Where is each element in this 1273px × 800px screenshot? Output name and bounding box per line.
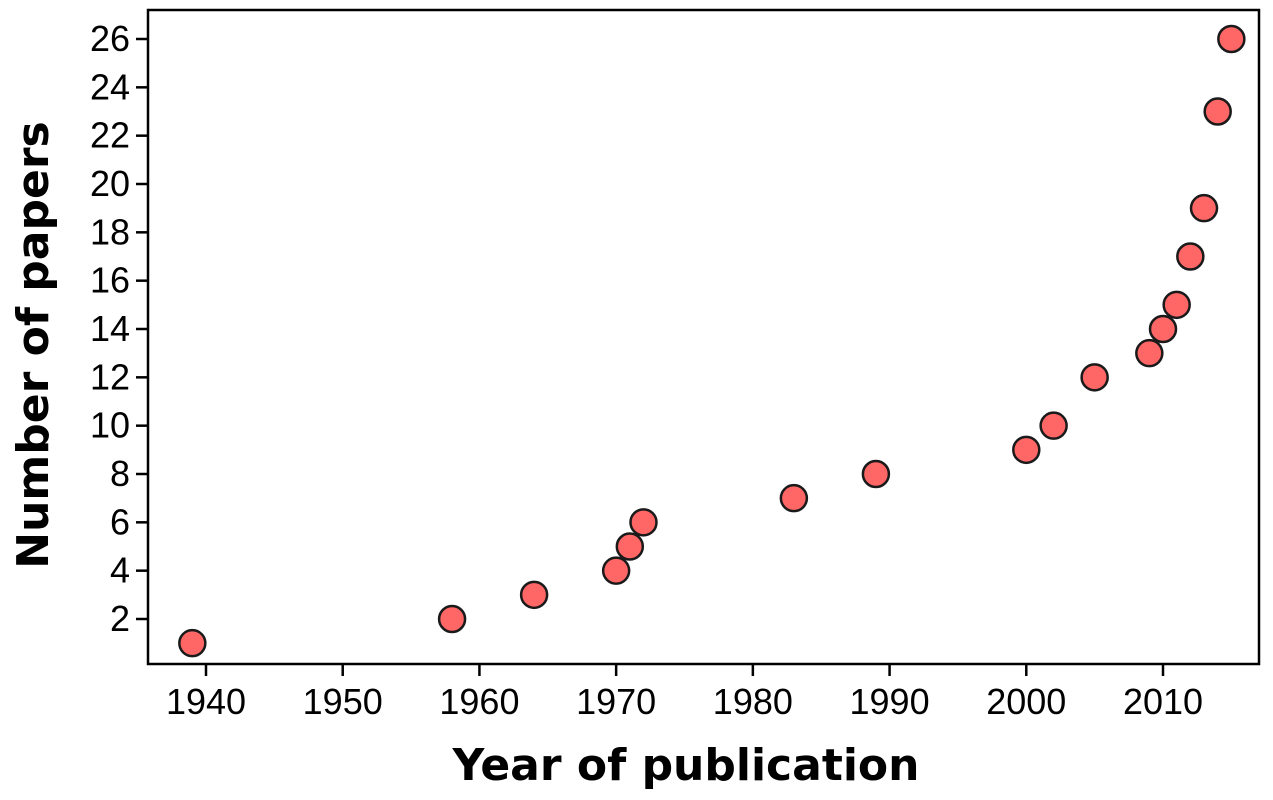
x-tick-label: 2000 — [986, 681, 1066, 722]
data-point — [1176, 242, 1205, 271]
y-tick-label: 8 — [110, 453, 130, 494]
data-point — [1203, 97, 1232, 126]
x-tick-label: 2010 — [1123, 681, 1203, 722]
x-tick-label: 1970 — [576, 681, 656, 722]
x-tick-label: 1980 — [713, 681, 793, 722]
data-point — [437, 604, 467, 634]
data-point — [861, 459, 891, 489]
data-point — [1217, 24, 1246, 54]
plot-frame — [146, 8, 1261, 666]
y-tick-label: 20 — [90, 163, 130, 204]
y-tick-label: 24 — [90, 66, 130, 107]
y-tick-label: 6 — [110, 501, 130, 542]
y-axis-title: Number of papers — [8, 121, 59, 568]
data-point — [178, 628, 207, 658]
y-tick-label: 18 — [90, 211, 130, 252]
data-point — [519, 580, 549, 610]
x-tick-label: 1940 — [166, 681, 246, 722]
y-tick-label: 16 — [90, 260, 130, 301]
x-tick-label: 1990 — [850, 681, 930, 722]
data-point — [615, 532, 645, 561]
y-tick-label: 2 — [110, 598, 130, 639]
y-tick-label: 10 — [90, 405, 130, 446]
y-tick-label: 26 — [90, 18, 130, 59]
data-point — [1039, 411, 1068, 440]
data-point — [1135, 338, 1164, 368]
data-point — [601, 556, 631, 585]
data-point — [1148, 314, 1178, 344]
y-tick-label: 4 — [110, 550, 130, 591]
data-point — [1080, 363, 1109, 392]
data-point — [1012, 435, 1041, 465]
y-tick-label: 12 — [90, 356, 130, 397]
y-tick-label: 22 — [90, 115, 130, 156]
x-tick-label: 1950 — [303, 681, 383, 722]
x-axis-title: Year of publication — [452, 740, 920, 791]
data-point — [1162, 290, 1191, 320]
x-axis: 1940 1950 1960 1970 1980 1990 2000 2010 — [166, 664, 1203, 722]
x-tick-label: 1960 — [439, 681, 519, 722]
y-tick-label: 14 — [90, 308, 130, 349]
data-point — [779, 483, 809, 513]
data-point — [1189, 193, 1219, 223]
data-point — [629, 508, 658, 537]
data-points — [178, 24, 1246, 658]
